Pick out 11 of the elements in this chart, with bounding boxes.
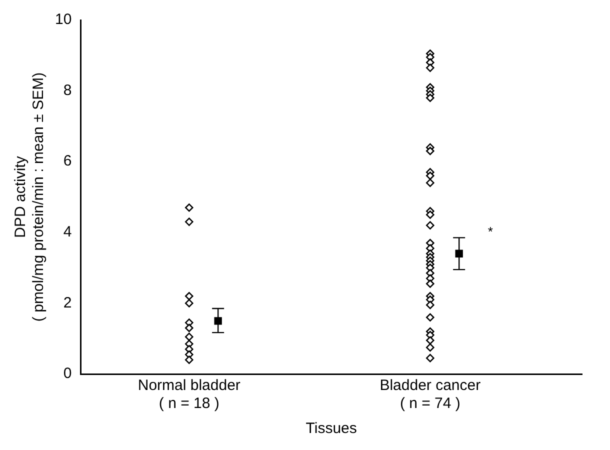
annotation: * xyxy=(488,224,493,239)
y-tick-label: 4 xyxy=(63,224,72,241)
y-tick-label: 10 xyxy=(54,11,72,28)
x-tick-label: Bladder cancer ( n = 74 ) xyxy=(380,377,481,412)
y-axis-title: DPD activity ( pmol/mg protein/min : mean ± SEM) xyxy=(12,72,48,322)
x-tick-label: Normal bladder ( n = 18 ) xyxy=(138,377,240,412)
y-tick-label: 8 xyxy=(63,82,72,99)
y-tick-label: 6 xyxy=(63,152,72,170)
y-tick-label: 2 xyxy=(63,294,72,312)
x-axis-title: Tissues xyxy=(306,420,357,438)
y-tick-label: 0 xyxy=(63,365,72,382)
